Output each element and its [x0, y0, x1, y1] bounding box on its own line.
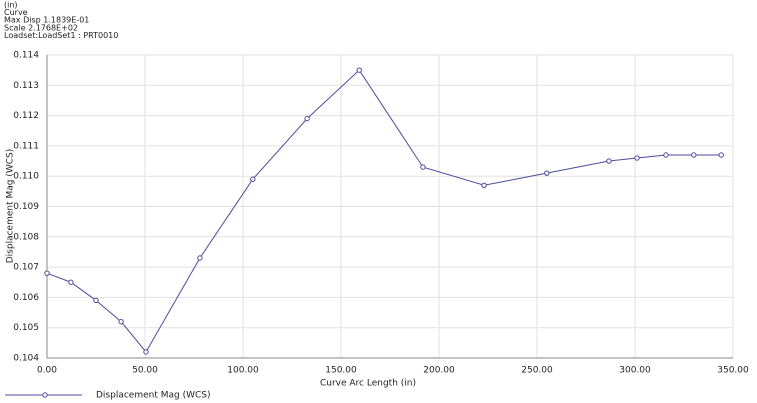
y-tick-label: 0.106	[13, 293, 39, 303]
data-point	[663, 152, 669, 158]
data-point	[606, 158, 612, 164]
header-line: Scale 2.1768E+02	[4, 23, 78, 32]
data-point	[718, 152, 724, 158]
data-point	[356, 67, 362, 73]
y-tick-label: 0.113	[13, 81, 39, 91]
x-axis-label: Curve Arc Length (in)	[320, 379, 416, 389]
y-tick-label: 0.112	[13, 111, 39, 121]
data-point	[250, 176, 256, 182]
x-tick-label: 50.00	[132, 366, 158, 376]
header-line: Loadset:LoadSet1 : PRT0010	[4, 31, 118, 40]
y-tick-label: 0.109	[13, 202, 39, 212]
header-line: Curve	[4, 8, 28, 17]
y-tick-label: 0.110	[13, 172, 39, 182]
data-point	[44, 270, 50, 276]
y-tick-label: 0.114	[13, 51, 39, 61]
data-point	[304, 115, 310, 122]
legend-marker	[42, 392, 48, 398]
data-point	[143, 349, 149, 355]
x-tick-label: 200.00	[423, 366, 455, 376]
y-tick-label: 0.107	[13, 263, 39, 273]
x-tick-label: 0.00	[37, 366, 57, 376]
data-point	[420, 164, 426, 170]
data-point	[93, 297, 99, 304]
x-tick-label: 250.00	[521, 366, 553, 376]
x-tick-label: 350.00	[717, 366, 749, 376]
y-tick-label: 0.111	[13, 141, 39, 151]
x-tick-label: 300.00	[619, 366, 651, 376]
x-tick-label: 100.00	[227, 366, 259, 376]
header-line: (in)	[4, 1, 18, 10]
data-point	[197, 255, 203, 261]
y-tick-label: 0.108	[13, 232, 39, 242]
legend-label: Displacement Mag (WCS)	[96, 391, 211, 401]
y-tick-label: 0.105	[13, 323, 39, 333]
header-line: Max Disp 1.1839E-01	[4, 16, 89, 25]
data-point	[691, 152, 697, 158]
y-tick-label: 0.104	[13, 354, 39, 364]
y-axis-label: Displacement Mag (WCS)	[6, 149, 16, 264]
data-point	[118, 318, 124, 325]
data-point	[634, 155, 640, 161]
data-point	[481, 182, 487, 188]
data-point	[544, 170, 550, 176]
data-point	[68, 279, 74, 285]
x-tick-label: 150.00	[325, 366, 357, 376]
